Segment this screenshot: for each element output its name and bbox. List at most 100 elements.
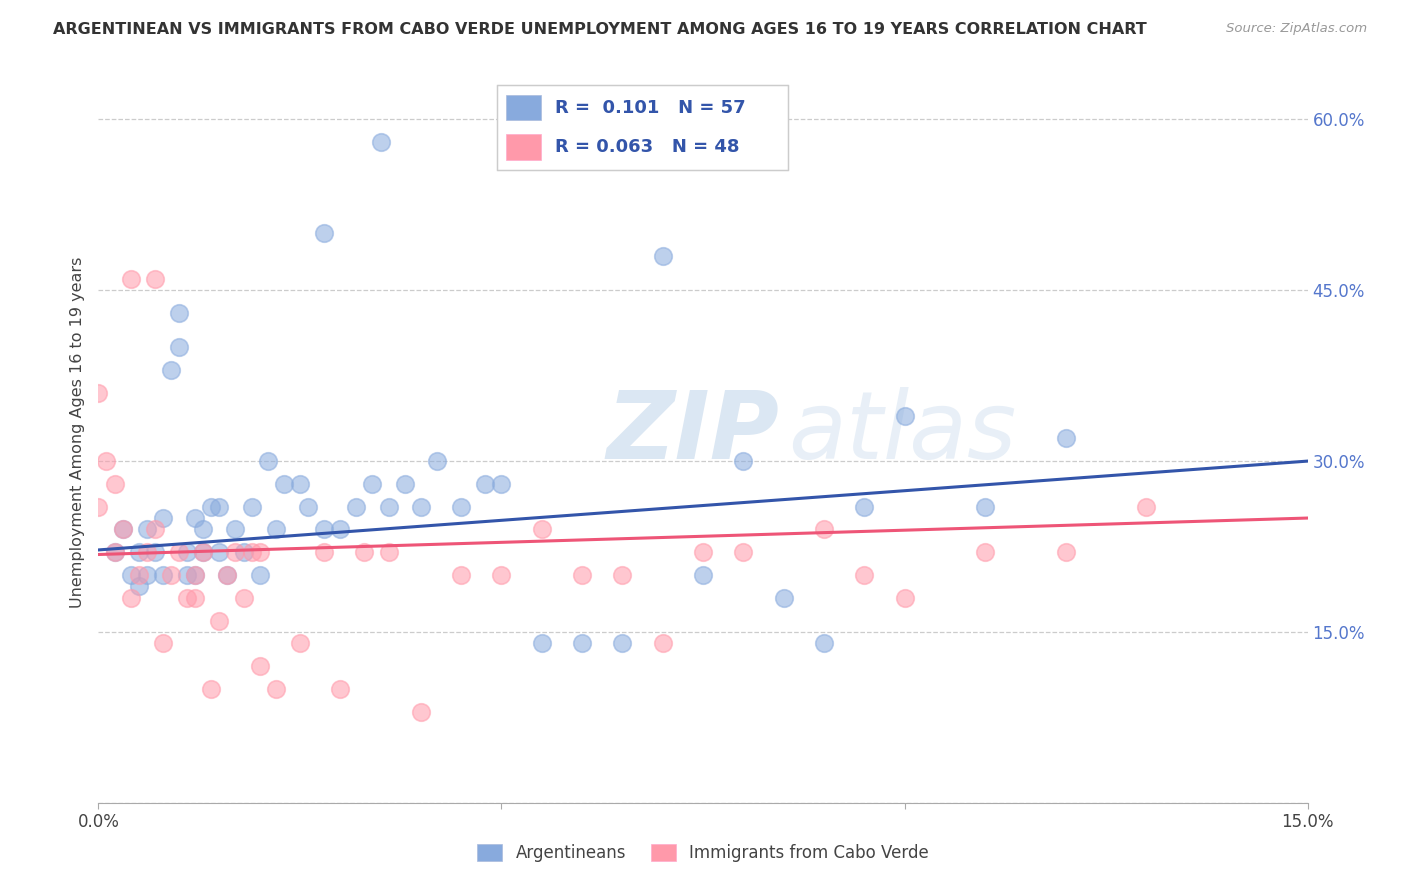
Point bbox=[329, 681, 352, 696]
Point bbox=[377, 545, 399, 559]
Point bbox=[288, 476, 311, 491]
Point bbox=[733, 454, 755, 468]
Point bbox=[120, 272, 142, 286]
Point bbox=[152, 568, 174, 582]
Point bbox=[135, 545, 157, 559]
Point bbox=[208, 500, 231, 514]
Point bbox=[193, 545, 215, 559]
Point bbox=[1054, 431, 1077, 445]
Point bbox=[297, 500, 319, 514]
Point bbox=[733, 545, 755, 559]
Point bbox=[409, 500, 432, 514]
Point bbox=[314, 545, 336, 559]
Text: Source: ZipAtlas.com: Source: ZipAtlas.com bbox=[1226, 22, 1367, 36]
Point bbox=[232, 545, 254, 559]
Point bbox=[111, 523, 134, 537]
Point bbox=[240, 500, 263, 514]
Point bbox=[249, 568, 271, 582]
Point bbox=[96, 454, 118, 468]
Point bbox=[208, 545, 231, 559]
Point bbox=[651, 249, 673, 263]
Point bbox=[314, 523, 336, 537]
Point bbox=[813, 523, 835, 537]
Point bbox=[208, 614, 231, 628]
Point bbox=[87, 500, 110, 514]
Text: atlas: atlas bbox=[787, 387, 1017, 478]
Point bbox=[224, 545, 246, 559]
Point bbox=[111, 523, 134, 537]
Point bbox=[143, 523, 166, 537]
Point bbox=[273, 476, 295, 491]
Point bbox=[193, 545, 215, 559]
Point bbox=[409, 705, 432, 719]
Point bbox=[474, 476, 496, 491]
Point bbox=[184, 568, 207, 582]
Point bbox=[167, 340, 190, 354]
Point bbox=[193, 523, 215, 537]
Point bbox=[152, 511, 174, 525]
Point bbox=[651, 636, 673, 650]
Y-axis label: Unemployment Among Ages 16 to 19 years: Unemployment Among Ages 16 to 19 years bbox=[69, 257, 84, 608]
Point bbox=[853, 500, 876, 514]
Point bbox=[692, 545, 714, 559]
Point bbox=[377, 500, 399, 514]
Point bbox=[143, 272, 166, 286]
Point bbox=[128, 579, 150, 593]
Point bbox=[361, 476, 384, 491]
Point bbox=[152, 636, 174, 650]
Point bbox=[87, 385, 110, 400]
Point bbox=[450, 500, 472, 514]
Point bbox=[612, 636, 634, 650]
Point bbox=[974, 500, 997, 514]
Point bbox=[249, 659, 271, 673]
Point bbox=[167, 545, 190, 559]
Point bbox=[264, 523, 287, 537]
Point bbox=[176, 591, 198, 605]
Point bbox=[571, 568, 593, 582]
Point bbox=[143, 545, 166, 559]
Text: ZIP: ZIP bbox=[606, 386, 779, 479]
Point bbox=[103, 545, 125, 559]
Text: ARGENTINEAN VS IMMIGRANTS FROM CABO VERDE UNEMPLOYMENT AMONG AGES 16 TO 19 YEARS: ARGENTINEAN VS IMMIGRANTS FROM CABO VERD… bbox=[53, 22, 1147, 37]
Point bbox=[612, 568, 634, 582]
Point bbox=[167, 306, 190, 320]
Point bbox=[200, 681, 222, 696]
Point bbox=[329, 523, 352, 537]
Point bbox=[692, 568, 714, 582]
Point bbox=[160, 568, 183, 582]
Point bbox=[426, 454, 449, 468]
Point bbox=[893, 409, 915, 423]
Point bbox=[232, 591, 254, 605]
Point bbox=[370, 135, 392, 149]
Point bbox=[974, 545, 997, 559]
Point bbox=[264, 681, 287, 696]
Point bbox=[120, 568, 142, 582]
Point bbox=[200, 500, 222, 514]
Point bbox=[249, 545, 271, 559]
Point bbox=[184, 591, 207, 605]
Point bbox=[103, 476, 125, 491]
Point bbox=[256, 454, 278, 468]
Point bbox=[184, 511, 207, 525]
Point bbox=[353, 545, 375, 559]
Point bbox=[893, 591, 915, 605]
Point bbox=[530, 523, 553, 537]
Point bbox=[176, 568, 198, 582]
Point bbox=[128, 568, 150, 582]
Point bbox=[184, 568, 207, 582]
Legend: Argentineans, Immigrants from Cabo Verde: Argentineans, Immigrants from Cabo Verde bbox=[471, 837, 935, 869]
Point bbox=[314, 227, 336, 241]
Point bbox=[217, 568, 239, 582]
Point bbox=[853, 568, 876, 582]
Point bbox=[135, 568, 157, 582]
Point bbox=[217, 568, 239, 582]
Point bbox=[128, 545, 150, 559]
Point bbox=[135, 523, 157, 537]
Point bbox=[530, 636, 553, 650]
Point bbox=[224, 523, 246, 537]
Point bbox=[103, 545, 125, 559]
Point bbox=[176, 545, 198, 559]
Point bbox=[160, 363, 183, 377]
Point bbox=[120, 591, 142, 605]
Point bbox=[288, 636, 311, 650]
